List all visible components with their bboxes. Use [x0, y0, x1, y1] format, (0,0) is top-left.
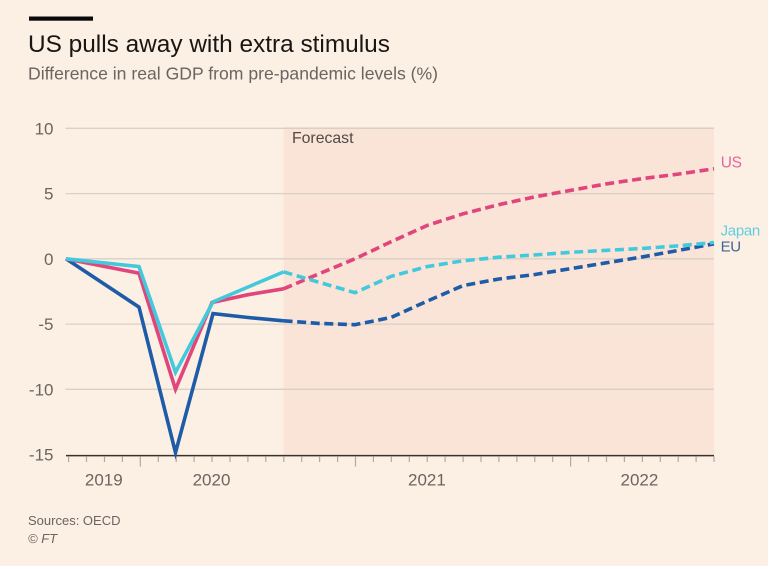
svg-text:Japan: Japan	[721, 223, 760, 240]
svg-text:Difference in real GDP from pr: Difference in real GDP from pre-pandemic…	[28, 64, 438, 84]
svg-text:US: US	[721, 155, 742, 172]
svg-text:© FT: © FT	[28, 531, 58, 546]
svg-text:2022: 2022	[620, 471, 658, 490]
svg-text:-15: -15	[29, 446, 54, 465]
svg-text:2019: 2019	[85, 471, 123, 490]
svg-text:Forecast: Forecast	[292, 130, 354, 147]
svg-text:-5: -5	[38, 315, 53, 334]
svg-text:Sources: OECD: Sources: OECD	[28, 513, 120, 528]
svg-text:2021: 2021	[408, 471, 446, 490]
svg-text:2020: 2020	[193, 471, 231, 490]
svg-text:EU: EU	[721, 239, 741, 256]
svg-text:US pulls away with extra stimu: US pulls away with extra stimulus	[28, 31, 390, 58]
svg-text:5: 5	[44, 185, 53, 204]
svg-text:0: 0	[44, 250, 53, 269]
svg-text:-10: -10	[29, 380, 54, 399]
svg-text:10: 10	[35, 119, 54, 138]
